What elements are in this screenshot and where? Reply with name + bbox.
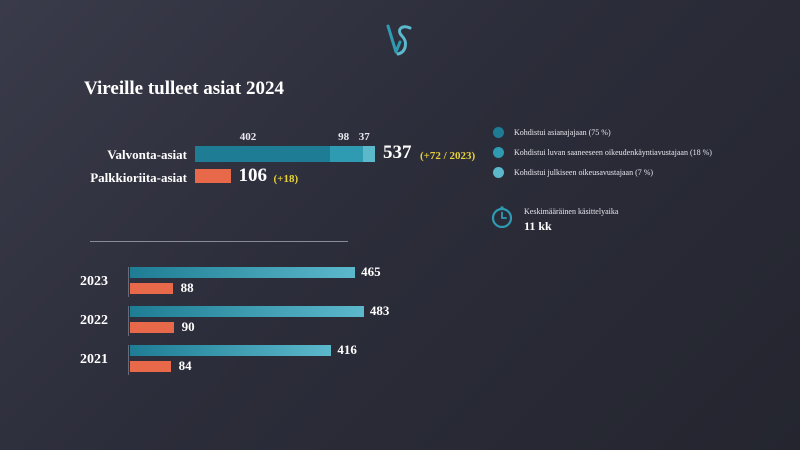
legend-swatch — [493, 147, 504, 158]
year-label: 2022 — [80, 313, 108, 328]
bar-orange — [130, 322, 174, 333]
segment-value-label: 98 — [338, 131, 350, 143]
bar-value-label: 88 — [180, 280, 194, 295]
divider — [90, 241, 348, 242]
bar-value-label: 90 — [181, 319, 195, 334]
total-value: 537 — [383, 142, 412, 163]
legend-item: Kohdistui julkiseen oikeusavustajaan (7 … — [493, 167, 653, 178]
year-label: 2021 — [80, 352, 108, 367]
bar-segment — [195, 169, 231, 183]
segment-value-label: 37 — [358, 131, 370, 143]
bar-value-label: 416 — [337, 342, 357, 357]
chart-title: Vireille tulleet asiat 2024 — [84, 78, 284, 99]
bar-segment — [195, 146, 330, 162]
change-value: (+18) — [273, 173, 299, 185]
logo-icon — [386, 24, 412, 56]
legend-label: Kohdistui asianajajaan (75 %) — [514, 128, 611, 137]
bar-teal — [130, 267, 356, 278]
legend-swatch — [493, 127, 504, 138]
bar-orange — [130, 283, 173, 294]
axis-line — [128, 306, 129, 336]
legend-label: Kohdistui luvan saaneeseen oikeudenkäynt… — [514, 148, 712, 157]
bar-value-label: 84 — [178, 358, 192, 373]
bar-segment — [329, 146, 363, 162]
clock-icon — [491, 206, 513, 228]
category-label: Palkkioriita-asiat — [90, 170, 187, 185]
average-time-value: 11 kk — [524, 219, 552, 233]
average-time-label: Keskimääräinen käsittelyaika — [524, 207, 619, 216]
bar-segment — [362, 146, 375, 162]
bar-value-label: 483 — [369, 303, 390, 318]
bar-value-label: 465 — [361, 264, 381, 279]
segment-value-label: 402 — [239, 131, 257, 143]
axis-line — [128, 267, 129, 297]
legend-label: Kohdistui julkiseen oikeusavustajaan (7 … — [514, 168, 654, 177]
bar-teal — [130, 345, 332, 356]
legend-item: Kohdistui asianajajaan (75 %) — [493, 127, 611, 138]
category-label: Valvonta-asiat — [107, 147, 187, 162]
bar-orange — [130, 361, 171, 372]
total-value: 106 — [238, 165, 268, 186]
axis-line — [128, 345, 129, 375]
legend-swatch — [493, 167, 504, 178]
year-label: 2023 — [80, 274, 108, 289]
bar-teal — [130, 306, 364, 317]
change-value: (+72 / 2023) — [420, 150, 476, 162]
legend-item: Kohdistui luvan saaneeseen oikeudenkäynt… — [493, 147, 712, 158]
